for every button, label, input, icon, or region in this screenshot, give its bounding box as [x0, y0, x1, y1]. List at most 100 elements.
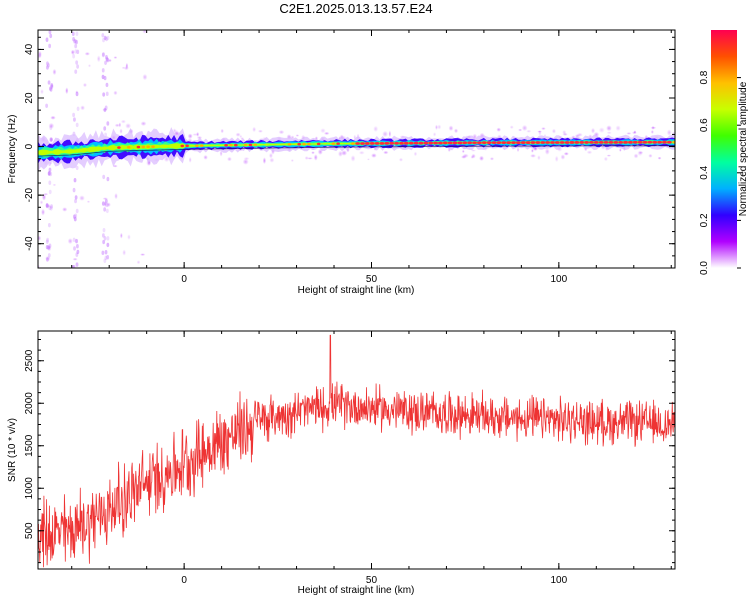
spectrogram-speckle [163, 156, 170, 163]
spectrogram-streak [49, 87, 53, 92]
y-tick-label: -20 [24, 187, 35, 202]
spectrogram-streak [48, 189, 52, 195]
spectrogram-speckle [118, 122, 122, 128]
spectrogram-speckle [120, 119, 126, 124]
spectrogram-speckle [544, 148, 550, 155]
spectrogram-peak [603, 140, 609, 144]
spectrogram-speckle [79, 195, 85, 201]
spectrogram-speckle [239, 134, 243, 139]
spectrogram-peak [608, 140, 614, 144]
spectrogram-speckle [489, 157, 495, 161]
spectrogram-streak [103, 258, 107, 263]
spectrogram-speckle [496, 127, 502, 132]
spectrogram-peak [481, 141, 487, 145]
spectrogram-streak [46, 65, 49, 70]
spectrogram-streak [106, 121, 110, 126]
spectrogram-streak [105, 57, 109, 62]
spectrogram-speckle [114, 192, 118, 200]
spectrogram-speckle [479, 155, 484, 161]
spectrogram-speckle [142, 30, 148, 34]
spectrogram-x-ticks: 0 50 100 [71, 30, 672, 285]
spectrogram-streak [47, 80, 51, 85]
spectrogram-streak [104, 198, 108, 204]
spectrogram-speckle [196, 136, 203, 140]
spectrogram-streak [73, 216, 77, 222]
spectrogram-streak [76, 49, 80, 55]
spectrogram-streak [47, 171, 51, 176]
spectrogram-speckle [108, 58, 112, 63]
spectrogram-peak [618, 140, 624, 144]
spectrogram-speckle [606, 131, 612, 135]
spectrogram-peak [574, 141, 580, 144]
spectrogram-speckle [106, 202, 111, 208]
spectrogram-peak [632, 140, 638, 144]
spectrogram-speckle [123, 66, 129, 71]
spectrogram-streak [105, 82, 109, 88]
spectrogram-speckle [648, 153, 653, 158]
spectrogram-speckle [526, 129, 532, 133]
spectrogram-streak [76, 249, 80, 255]
spectrogram-peak [433, 141, 438, 145]
spectrogram-speckle [631, 131, 637, 135]
spectrogram-peak [146, 145, 150, 149]
spectrogram-peak [195, 144, 199, 147]
spectrogram-streak [74, 43, 78, 49]
spectrogram-speckle [373, 125, 379, 133]
spectrogram-streak [72, 265, 76, 268]
spectrogram-speckle [140, 253, 146, 256]
spectrogram-peak [569, 141, 575, 144]
spectrogram-speckle [367, 158, 370, 161]
spectrogram-peak [224, 143, 228, 147]
spectrogram-peak [336, 142, 340, 145]
spectrogram-streak [104, 250, 108, 255]
spectrogram-streak [46, 257, 49, 262]
spectrogram-streak [101, 250, 105, 256]
x-tick-label: 0 [181, 274, 187, 285]
spectrogram-peak [662, 140, 667, 144]
spectrogram-speckle [313, 154, 318, 161]
colorbar-tick-label: 0.0 [699, 261, 710, 275]
spectrogram-speckle [304, 156, 309, 160]
spectrogram-speckle [471, 153, 476, 159]
spectrogram-streak [74, 198, 77, 204]
spectrogram-speckle [598, 127, 605, 133]
spectrogram-speckle [113, 90, 118, 96]
spectrogram-frame [37, 29, 676, 269]
spectrogram-speckle [269, 157, 275, 163]
spectrogram-speckle [102, 108, 108, 112]
spectrogram-peak [598, 140, 604, 144]
spectrogram-speckle [48, 122, 55, 129]
spectrogram-speckle [203, 154, 208, 160]
spectrogram-peak [360, 142, 365, 145]
snr-x-ticks: 0 50 100 [71, 331, 672, 586]
spectrogram-streak [72, 237, 76, 243]
spectrogram-speckle [560, 154, 566, 160]
spectrogram-speckle [219, 150, 223, 157]
spectrogram-baseline [38, 145, 675, 157]
spectrogram-streak [102, 52, 105, 57]
spectrogram-speckle [563, 152, 569, 156]
spectrogram-speckle [323, 131, 330, 136]
spectrogram-peak [369, 142, 375, 145]
spectrogram-speckle [437, 124, 442, 130]
spectrogram-streak [104, 132, 108, 137]
spectrogram-peak [666, 140, 672, 144]
spectrogram-speckle [530, 154, 537, 158]
colorbar-tick-label: 0.4 [699, 165, 710, 179]
spectrogram-speckle [461, 155, 467, 159]
spectrogram-speckle [657, 156, 662, 160]
spectrogram-streak [103, 75, 107, 81]
spectrogram-peak [418, 141, 424, 145]
spectrogram-streak [48, 43, 52, 49]
spectrogram-peak [316, 142, 321, 146]
spectrogram-streak [103, 236, 107, 241]
colorbar-ticks: 0.0 0.2 0.4 0.6 0.8 [699, 70, 741, 275]
spectrogram-peak [545, 141, 550, 144]
spectrogram-speckle [49, 137, 54, 142]
spectrogram-streak [46, 61, 49, 66]
spectrogram-peak [467, 141, 473, 145]
spectrogram-streak [101, 201, 105, 206]
spectrogram-speckle [41, 208, 46, 216]
spectrogram-streak [49, 33, 53, 39]
spectrogram-speckle [615, 125, 621, 132]
